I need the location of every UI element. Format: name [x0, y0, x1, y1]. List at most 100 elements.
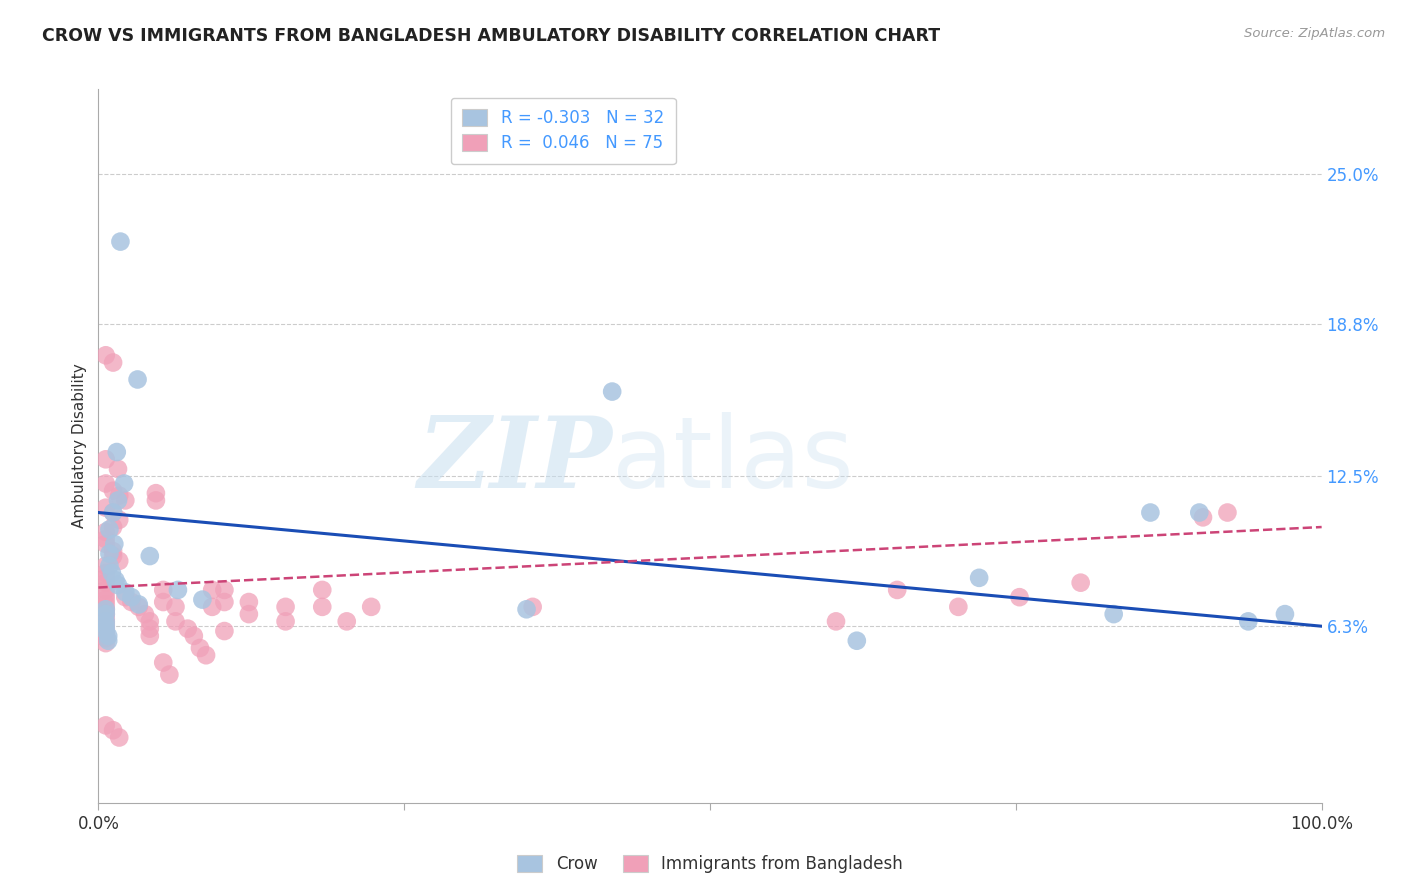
Point — [188, 640, 211, 655]
Point — [94, 348, 117, 362]
Point — [948, 599, 970, 614]
Point — [98, 523, 121, 537]
Point — [112, 476, 135, 491]
Point — [1274, 607, 1296, 621]
Point — [311, 599, 333, 614]
Point — [104, 574, 127, 588]
Point — [114, 590, 136, 604]
Point — [274, 615, 297, 629]
Point — [515, 602, 537, 616]
Point — [94, 622, 117, 636]
Text: ZIP: ZIP — [418, 412, 612, 508]
Point — [201, 582, 224, 597]
Point — [152, 595, 174, 609]
Point — [94, 624, 117, 638]
Point — [1237, 615, 1260, 629]
Point — [134, 607, 156, 621]
Point — [94, 592, 117, 607]
Point — [522, 599, 544, 614]
Point — [97, 629, 120, 643]
Point — [128, 599, 150, 614]
Point — [94, 452, 117, 467]
Point — [127, 372, 149, 386]
Point — [214, 624, 236, 638]
Point — [1192, 510, 1215, 524]
Point — [107, 462, 129, 476]
Point — [167, 582, 190, 597]
Point — [101, 566, 124, 580]
Point — [845, 633, 868, 648]
Y-axis label: Ambulatory Disability: Ambulatory Disability — [72, 364, 87, 528]
Point — [238, 607, 260, 621]
Point — [94, 566, 117, 580]
Point — [1102, 607, 1125, 621]
Point — [101, 355, 124, 369]
Point — [274, 599, 297, 614]
Point — [94, 607, 117, 621]
Point — [825, 615, 848, 629]
Point — [139, 622, 162, 636]
Point — [114, 585, 136, 599]
Point — [139, 549, 162, 563]
Point — [191, 592, 214, 607]
Point — [886, 582, 908, 597]
Point — [195, 648, 218, 663]
Point — [152, 582, 174, 597]
Point — [128, 598, 150, 612]
Point — [94, 615, 117, 629]
Point — [177, 622, 200, 636]
Point — [94, 612, 117, 626]
Point — [108, 554, 131, 568]
Point — [139, 629, 162, 643]
Point — [94, 582, 117, 597]
Point — [145, 486, 167, 500]
Point — [108, 731, 131, 745]
Point — [139, 615, 162, 629]
Point — [94, 532, 117, 546]
Point — [94, 619, 117, 633]
Point — [360, 599, 382, 614]
Point — [94, 575, 117, 590]
Point — [108, 489, 131, 503]
Point — [94, 500, 117, 515]
Point — [1139, 506, 1161, 520]
Point — [152, 656, 174, 670]
Point — [1070, 575, 1092, 590]
Point — [1216, 506, 1239, 520]
Point — [101, 506, 124, 520]
Point — [1188, 506, 1211, 520]
Point — [214, 595, 236, 609]
Point — [94, 524, 117, 539]
Point — [114, 493, 136, 508]
Point — [94, 616, 117, 631]
Point — [101, 520, 124, 534]
Point — [98, 547, 121, 561]
Point — [311, 582, 333, 597]
Point — [101, 506, 124, 520]
Point — [94, 626, 117, 640]
Point — [201, 599, 224, 614]
Point — [97, 633, 120, 648]
Point — [107, 493, 129, 508]
Point — [107, 578, 129, 592]
Point — [94, 718, 117, 732]
Point — [120, 595, 142, 609]
Point — [967, 571, 990, 585]
Point — [1008, 590, 1031, 604]
Point — [94, 476, 117, 491]
Point — [94, 602, 117, 616]
Point — [238, 595, 260, 609]
Point — [94, 636, 117, 650]
Point — [105, 445, 128, 459]
Point — [94, 588, 117, 602]
Point — [98, 558, 121, 573]
Text: CROW VS IMMIGRANTS FROM BANGLADESH AMBULATORY DISABILITY CORRELATION CHART: CROW VS IMMIGRANTS FROM BANGLADESH AMBUL… — [42, 27, 941, 45]
Point — [94, 558, 117, 573]
Point — [165, 599, 187, 614]
Point — [94, 607, 117, 621]
Legend: Crow, Immigrants from Bangladesh: Crow, Immigrants from Bangladesh — [510, 848, 910, 880]
Point — [145, 493, 167, 508]
Point — [94, 632, 117, 646]
Point — [157, 667, 180, 681]
Point — [165, 615, 187, 629]
